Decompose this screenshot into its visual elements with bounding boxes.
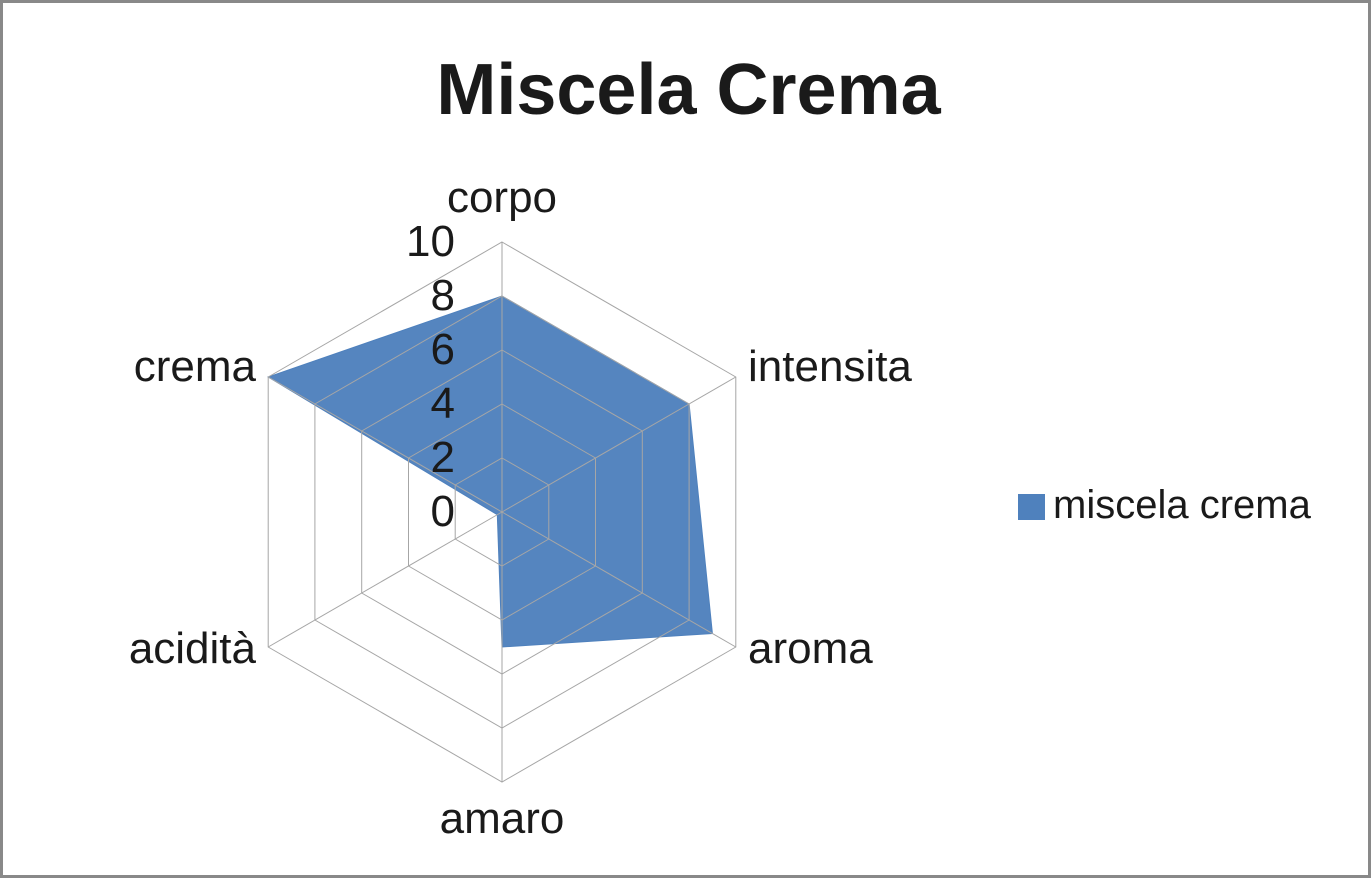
svg-text:corpo: corpo [447,173,557,222]
svg-text:4: 4 [431,379,455,428]
svg-text:miscela crema: miscela crema [1053,483,1312,527]
svg-text:6: 6 [431,325,455,374]
svg-text:amaro: amaro [440,794,565,843]
svg-text:intensita: intensita [748,342,912,391]
svg-text:2: 2 [431,433,455,482]
svg-text:crema: crema [134,342,257,391]
svg-text:10: 10 [406,217,455,266]
svg-text:acidità: acidità [129,624,257,673]
svg-text:aroma: aroma [748,624,873,673]
svg-text:8: 8 [431,271,455,320]
svg-text:0: 0 [431,487,455,536]
